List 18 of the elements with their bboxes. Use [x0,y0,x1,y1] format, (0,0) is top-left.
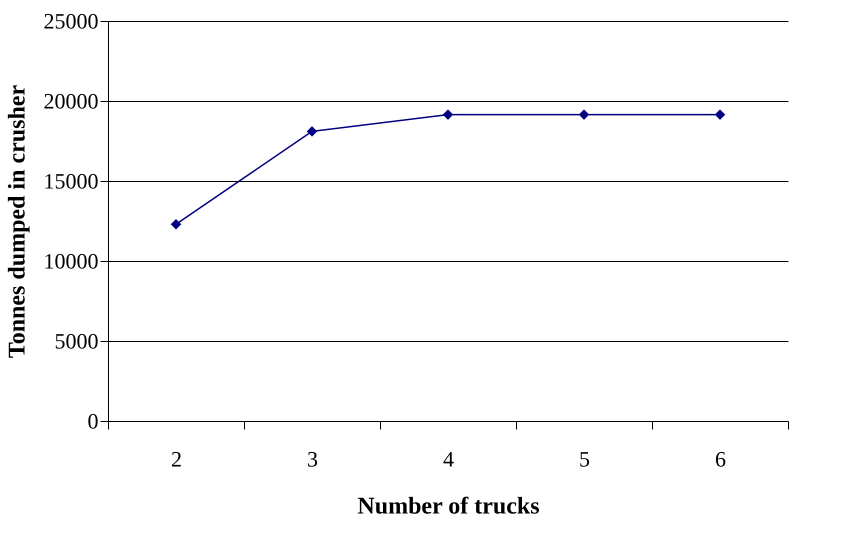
y-tick-label: 10000 [44,248,98,274]
x-tick-label: 2 [171,446,182,472]
point [170,218,182,230]
y-axis-title: Tonnes dumped in crusher [4,84,30,358]
x-axis-title: Number of trucks [357,494,540,520]
y-tick-label: 20000 [44,88,98,114]
x-tick-label: 4 [443,446,454,472]
x-tick-label: 5 [579,446,590,472]
point [714,109,726,120]
y-tick-label: 0 [88,408,98,434]
point [306,126,318,137]
x-tick-label: 6 [715,446,726,472]
point [578,109,590,120]
point [442,109,454,120]
y-tick-label: 5000 [54,328,98,354]
x-tick-label: 3 [307,446,318,472]
y-tick-label: 15000 [44,168,98,194]
y-tick-label: 25000 [44,8,98,34]
